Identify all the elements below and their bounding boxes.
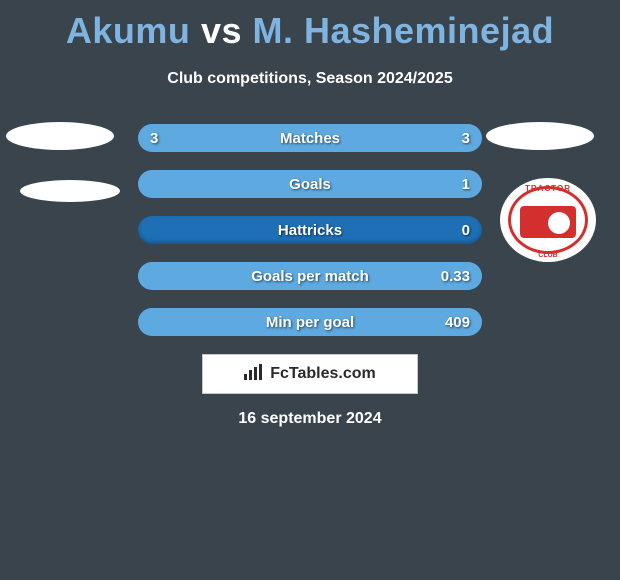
stat-label: Goals — [138, 170, 482, 198]
stat-bar: Min per goal409 — [138, 308, 482, 336]
stat-value-right: 1 — [462, 170, 470, 198]
player2-name: M. Hasheminejad — [253, 10, 555, 51]
stat-value-right: 3 — [462, 124, 470, 152]
stat-bar: Goals per match0.33 — [138, 262, 482, 290]
player1-photo-placeholder — [6, 122, 114, 150]
chart-icon — [244, 364, 264, 385]
club-badge-bottom-text: CLUB — [500, 252, 596, 259]
player1-club-placeholder — [20, 180, 120, 202]
player2-club-badge: TRACTOR CLUB — [500, 178, 596, 262]
stat-bars: 3Matches3 Goals1 Hattricks0 Goals per match… — [138, 124, 482, 354]
stat-value-right: 409 — [445, 308, 470, 336]
stat-label: Min per goal — [138, 308, 482, 336]
stat-bar: Goals1 — [138, 170, 482, 198]
vs-text: vs — [201, 10, 242, 51]
stat-label: Matches — [138, 124, 482, 152]
brand-box: FcTables.com — [202, 354, 418, 394]
subtitle: Club competitions, Season 2024/2025 — [0, 70, 620, 88]
stat-label: Hattricks — [138, 216, 482, 244]
club-badge-top-text: TRACTOR — [500, 184, 596, 193]
player1-name: Akumu — [66, 10, 191, 51]
comparison-title: Akumu vs M. Hasheminejad — [0, 0, 620, 52]
stat-label: Goals per match — [138, 262, 482, 290]
stat-bar: 3Matches3 — [138, 124, 482, 152]
date-text: 16 september 2024 — [0, 410, 620, 428]
stat-value-right: 0 — [462, 216, 470, 244]
stat-bar: Hattricks0 — [138, 216, 482, 244]
player2-photo-placeholder — [486, 122, 594, 150]
brand-text: FcTables.com — [270, 365, 376, 383]
club-badge-wheel — [548, 212, 570, 234]
stat-value-right: 0.33 — [441, 262, 470, 290]
